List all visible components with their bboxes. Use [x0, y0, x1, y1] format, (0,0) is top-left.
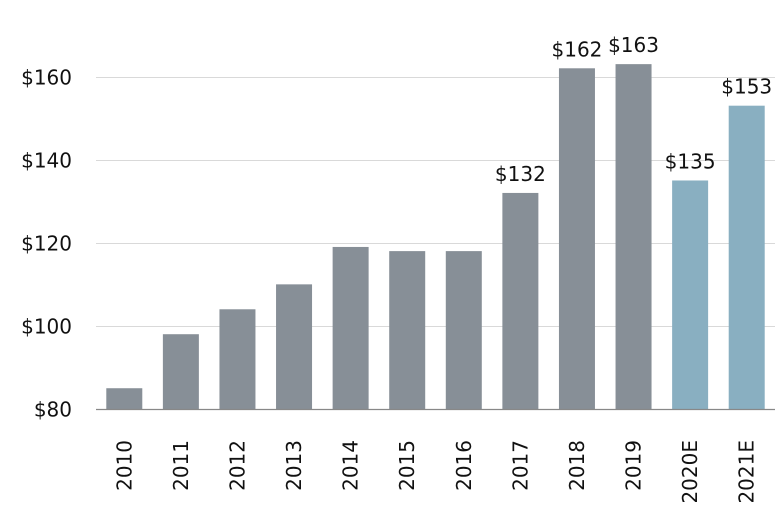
- data-label: $153: [721, 75, 772, 99]
- x-tick-label: 2015: [395, 440, 419, 491]
- bars: [106, 64, 765, 409]
- x-tick-label: 2018: [565, 440, 589, 491]
- x-tick-label: 2016: [452, 440, 476, 491]
- x-tick-label: 2011: [169, 440, 193, 491]
- x-tick-label: 2017: [508, 440, 532, 491]
- data-label: $163: [608, 33, 659, 57]
- x-tick-label: 2020E: [678, 440, 702, 504]
- gridlines: [96, 77, 775, 327]
- x-tick-label: 2012: [225, 440, 249, 491]
- x-tick-label: 2013: [282, 440, 306, 491]
- y-tick-label: $140: [21, 149, 72, 173]
- x-tick-label: 2014: [339, 440, 363, 491]
- bar-2017: [502, 192, 539, 409]
- bar-2021E: [728, 105, 765, 409]
- y-tick-label: $120: [21, 232, 72, 256]
- data-label: $135: [665, 149, 716, 173]
- x-tick-label: 2021E: [735, 440, 759, 504]
- bar-2015: [389, 251, 426, 409]
- data-label: $132: [495, 162, 546, 186]
- y-tick-label: $160: [21, 66, 72, 90]
- data-label: $162: [552, 37, 603, 61]
- bar-2020E: [672, 180, 709, 409]
- bar-2010: [106, 388, 143, 409]
- x-tick-label: 2019: [622, 440, 646, 491]
- y-tick-label: $80: [34, 398, 72, 422]
- bar-2013: [276, 284, 313, 409]
- bar-2014: [332, 246, 369, 409]
- y-tick-label: $100: [21, 315, 72, 339]
- bar-2012: [219, 309, 256, 409]
- bar-2019: [615, 64, 652, 409]
- bar-2016: [445, 251, 482, 409]
- x-axis-ticks: 2010 2011 2012 2013 2014 2015 2016 2017 2018 2019…: [112, 440, 758, 504]
- y-axis-ticks: $80 $100 $120 $140 $160: [21, 66, 72, 422]
- data-labels: $132 $162 $163 $135 $153: [495, 33, 772, 186]
- bar-2018: [558, 68, 595, 409]
- x-tick-label: 2010: [112, 440, 136, 491]
- bar-2011: [162, 334, 199, 409]
